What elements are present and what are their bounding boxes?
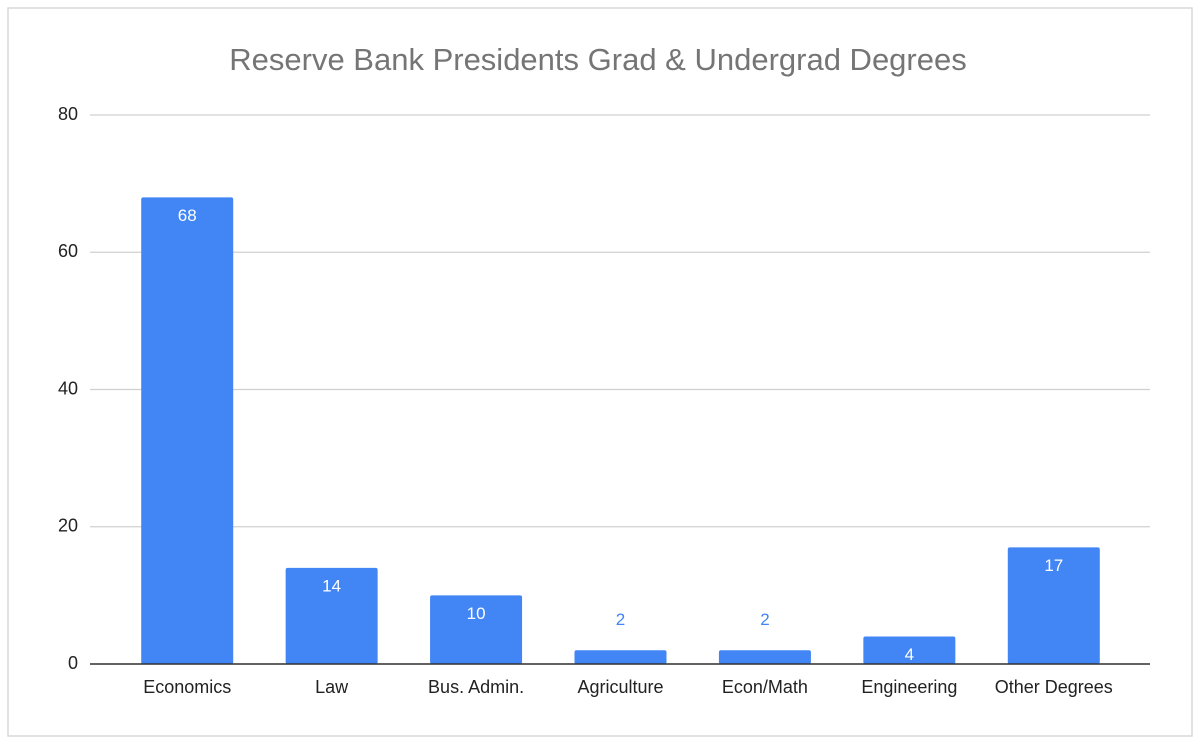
x-tick-label: Agriculture xyxy=(577,677,663,697)
value-label: 14 xyxy=(322,576,341,595)
bar xyxy=(1007,547,1100,664)
bar xyxy=(863,636,956,664)
x-tick-label: Engineering xyxy=(861,677,957,697)
y-tick-label: 40 xyxy=(58,378,78,398)
x-tick-label: Other Degrees xyxy=(995,677,1113,697)
bar xyxy=(141,197,234,664)
value-label: 2 xyxy=(616,610,625,629)
chart-title: Reserve Bank Presidents Grad & Undergrad… xyxy=(229,42,966,77)
bar xyxy=(285,567,378,664)
y-tick-label: 80 xyxy=(58,104,78,124)
y-tick-label: 0 xyxy=(68,653,78,673)
value-label: 2 xyxy=(760,610,769,629)
value-label: 17 xyxy=(1044,556,1063,575)
bar xyxy=(718,650,811,664)
bar xyxy=(574,650,667,664)
value-label: 10 xyxy=(467,604,486,623)
y-tick-label: 60 xyxy=(58,241,78,261)
value-label: 4 xyxy=(905,645,914,664)
x-tick-label: Econ/Math xyxy=(722,677,808,697)
bar xyxy=(430,595,523,664)
x-tick-label: Economics xyxy=(143,677,231,697)
x-tick-label: Bus. Admin. xyxy=(428,677,524,697)
x-tick-label: Law xyxy=(315,677,349,697)
value-label: 68 xyxy=(178,206,197,225)
y-tick-label: 20 xyxy=(58,516,78,536)
